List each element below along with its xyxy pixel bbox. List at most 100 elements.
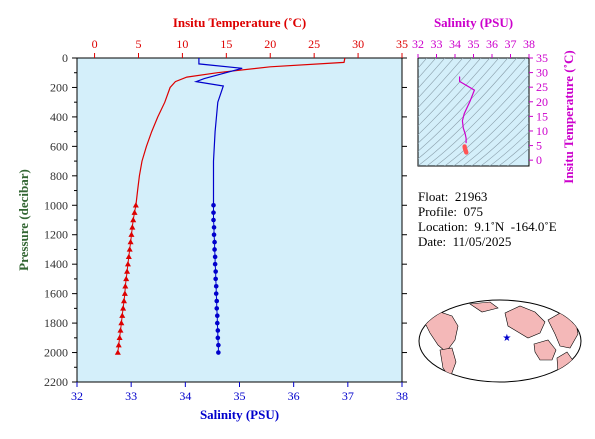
salinity-marker	[212, 239, 217, 245]
profile-number-text: Profile: 075	[418, 204, 483, 219]
salinity-tick-label: 38	[396, 389, 408, 403]
temperature-marker	[123, 275, 130, 282]
pressure-tick-label: 600	[50, 139, 68, 153]
temperature-tick-label: 10	[176, 37, 188, 51]
temperature-marker	[124, 268, 131, 274]
salinity-tick-label: 32	[71, 389, 83, 403]
salinity-marker	[215, 335, 221, 341]
salinity-marker	[213, 283, 219, 289]
temperature-profile-line	[135, 57, 346, 206]
temperature-marker	[120, 297, 127, 304]
temperature-marker	[125, 253, 132, 260]
pressure-tick-label: 2200	[44, 375, 68, 389]
density-contour-line	[444, 84, 529, 166]
salinity-marker	[212, 261, 218, 267]
map-land-shape	[424, 311, 459, 353]
ts-temperature-tick-label: 25	[536, 80, 548, 94]
temperature-marker	[130, 216, 137, 223]
temperature-marker	[126, 246, 133, 252]
temperature-marker	[122, 283, 129, 289]
temperature-tick-label: 15	[220, 37, 232, 51]
salinity-marker	[213, 291, 219, 296]
density-contour-line	[418, 58, 509, 152]
salinity-tick-label: 33	[125, 389, 137, 403]
pressure-tick-label: 1800	[44, 316, 68, 330]
density-contours	[418, 58, 529, 166]
salinity-marker	[215, 328, 221, 333]
salinity-axis-label: Salinity (PSU)	[200, 407, 279, 422]
map-land-shape	[533, 339, 557, 361]
salinity-marker	[212, 254, 218, 260]
salinity-marker	[214, 313, 220, 319]
ts-salinity-tick-label: 32	[412, 37, 424, 51]
temperature-marker	[132, 202, 139, 208]
salinity-marker	[216, 342, 221, 348]
pressure-tick-label: 400	[50, 110, 68, 124]
temperature-marker	[115, 341, 122, 348]
pressure-tick-label: 200	[50, 80, 68, 94]
salinity-marker	[214, 320, 220, 326]
temperature-marker	[119, 312, 126, 318]
density-contour-line	[418, 58, 527, 166]
salinity-marker	[211, 202, 216, 208]
ts-temperature-axis-label: Insitu Temperature (˚C)	[561, 50, 576, 183]
ts-salinity-tick-label: 38	[523, 37, 535, 51]
ts-temperature-tick-label: 35	[536, 51, 548, 65]
ts-point	[464, 150, 469, 155]
temperature-marker	[117, 327, 124, 333]
salinity-marker	[211, 232, 217, 238]
ts-temperature-tick-label: 10	[536, 124, 548, 138]
pressure-axis-label: Pressure (decibar)	[16, 169, 31, 271]
pressure-tick-label: 1400	[44, 257, 68, 271]
pressure-tick-label: 1000	[44, 198, 68, 212]
temperature-marker	[131, 209, 138, 215]
ts-plot-area	[417, 57, 530, 167]
map-land-shape	[504, 305, 546, 339]
salinity-tick-label: 37	[342, 389, 354, 403]
temperature-marker	[114, 349, 121, 355]
ts-temperature-tick-label: 15	[536, 109, 548, 123]
ts-temperature-tick-label: 30	[536, 66, 548, 80]
pressure-tick-label: 2000	[44, 346, 68, 360]
density-contour-line	[480, 122, 529, 166]
ts-salinity-tick-label: 35	[468, 37, 480, 51]
temperature-tick-label: 0	[92, 37, 98, 51]
temperature-marker	[129, 224, 136, 230]
density-contour-line	[426, 64, 529, 166]
main-plot-area	[76, 57, 403, 383]
temperature-marker	[127, 238, 134, 245]
temperature-tick-label: 5	[135, 37, 141, 51]
salinity-marker	[211, 217, 216, 223]
temperature-marker	[124, 260, 131, 267]
pressure-tick-label: 0	[62, 51, 68, 65]
ts-salinity-tick-label: 36	[486, 37, 498, 51]
salinity-marker	[212, 247, 217, 252]
float-info-panel: Float: 21963 Profile: 075 Location: 9.1˚…	[418, 189, 557, 249]
density-contour-line	[471, 113, 529, 166]
ts-salinity-tick-label: 37	[505, 37, 517, 51]
location-text: Location: 9.1˚N -164.0˚E	[418, 219, 557, 234]
density-contour-line	[462, 103, 529, 166]
temperature-tick-label: 35	[396, 37, 408, 51]
temperature-axis-label: Insitu Temperature (˚C)	[173, 15, 306, 30]
pressure-tick-label: 1600	[44, 287, 68, 301]
ts-salinity-tick-label: 33	[431, 37, 443, 51]
salinity-marker	[211, 210, 216, 215]
temperature-tick-label: 30	[352, 37, 364, 51]
ts-salinity-axis-label: Salinity (PSU)	[434, 15, 513, 30]
pressure-tick-label: 800	[50, 169, 68, 183]
salinity-marker	[211, 225, 217, 230]
density-contour-line	[418, 58, 491, 136]
salinity-tick-label: 36	[288, 389, 300, 403]
ts-temperature-tick-label: 20	[536, 95, 548, 109]
temperature-tick-label: 25	[308, 37, 320, 51]
map-land-shape	[439, 347, 457, 379]
temperature-marker	[120, 305, 127, 311]
salinity-marker	[213, 269, 218, 274]
salinity-marker	[214, 298, 220, 304]
temperature-marker	[128, 231, 135, 237]
map-land-shape	[559, 302, 579, 315]
salinity-marker	[216, 350, 221, 355]
ts-temperature-tick-label: 0	[536, 153, 542, 167]
